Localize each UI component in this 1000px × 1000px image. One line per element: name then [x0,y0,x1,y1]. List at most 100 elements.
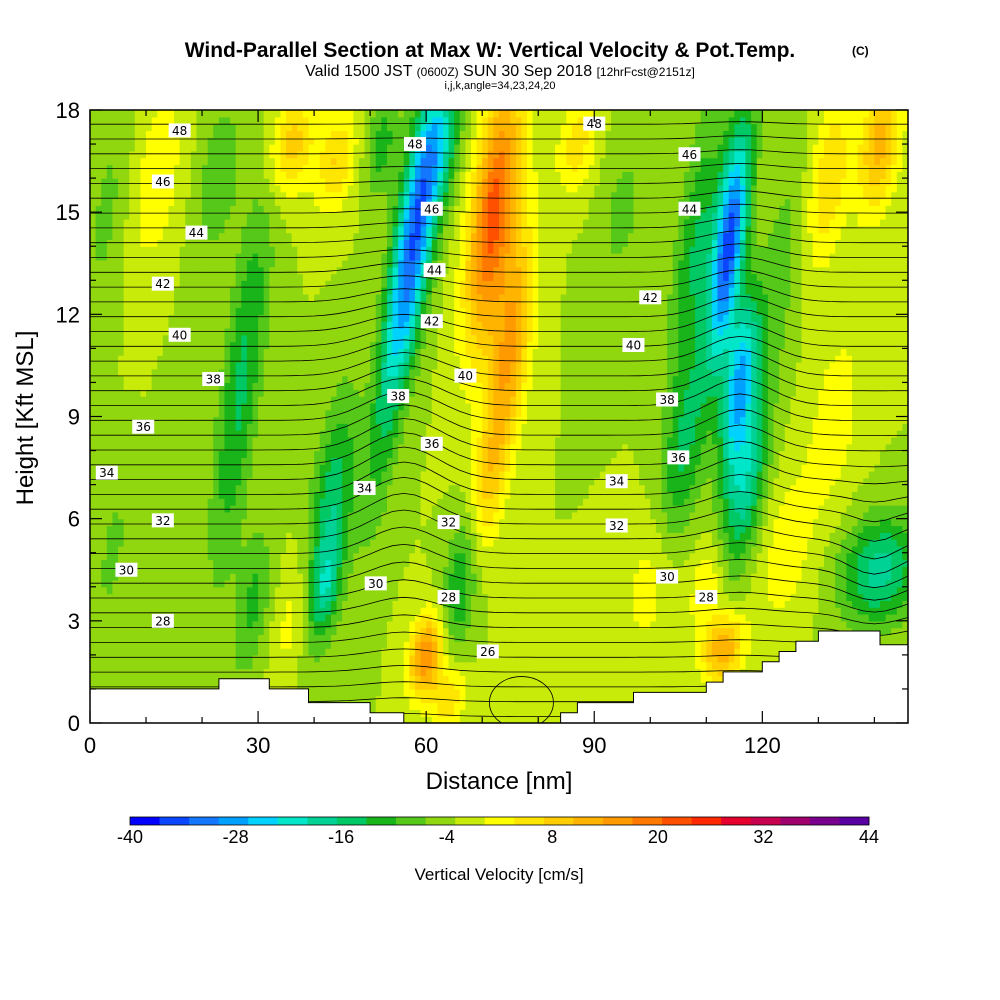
velocity-cell [767,498,775,506]
velocity-cell [571,539,579,547]
velocity-cell [336,600,343,608]
velocity-cell [252,539,259,547]
velocity-cell [476,614,483,622]
velocity-cell [280,600,287,608]
velocity-cell [790,614,797,622]
velocity-cell [129,484,136,493]
velocity-cell [246,654,254,663]
velocity-cell [409,627,416,636]
velocity-cell [616,654,623,663]
velocity-cell [314,675,321,683]
velocity-cell [235,627,242,636]
velocity-cell [146,498,153,506]
velocity-cell [470,539,478,547]
velocity-cell [751,654,758,663]
velocity-cell [146,511,153,520]
velocity-cell [594,573,601,581]
velocity-cell [835,539,842,547]
velocity-cell [118,518,125,527]
velocity-cell [555,607,562,615]
velocity-cell [218,484,226,493]
velocity-cell [493,675,500,683]
velocity-cell [381,559,388,567]
velocity-cell [409,702,416,710]
velocity-cell [482,573,489,581]
velocity-cell [739,634,747,642]
velocity-cell [297,539,304,547]
velocity-cell [431,566,438,574]
velocity-cell [835,511,842,520]
velocity-cell [353,682,360,690]
velocity-cell [196,614,203,622]
velocity-cell [213,641,220,649]
velocity-cell [583,518,590,527]
velocity-cell [437,532,444,540]
velocity-cell [627,586,635,595]
velocity-cell [325,654,332,663]
velocity-cell [140,682,147,690]
velocity-cell [846,539,853,547]
velocity-cell [297,620,304,629]
velocity-cell [375,511,382,520]
velocity-cell [375,702,382,710]
velocity-cell [487,600,494,608]
velocity-cell [644,511,651,520]
velocity-cell [879,620,887,629]
velocity-cell [442,716,450,723]
velocity-cell [308,654,315,663]
velocity-cell [605,539,612,547]
velocity-cell [566,491,573,499]
velocity-cell [521,539,528,547]
velocity-cell [851,511,859,520]
velocity-cell [902,559,908,567]
velocity-cell [711,559,719,567]
velocity-cell [235,593,242,601]
velocity-cell [829,491,836,499]
velocity-cell [336,559,343,567]
velocity-cell [342,634,349,642]
velocity-cell [95,545,102,554]
velocity-cell [549,566,556,574]
velocity-cell [263,498,270,506]
velocity-cell [639,559,646,567]
velocity-cell [386,532,394,540]
velocity-cell [364,532,371,540]
velocity-cell [549,532,556,540]
velocity-cell [560,614,567,622]
velocity-cell [151,607,158,615]
velocity-cell [454,559,461,567]
velocity-cell [207,545,214,554]
velocity-cell [258,648,265,656]
velocity-cell [739,559,747,567]
velocity-cell [896,600,903,608]
velocity-cell [263,552,270,561]
velocity-cell [627,648,635,656]
velocity-cell [386,498,394,506]
velocity-cell [409,654,416,663]
velocity-cell [655,620,663,629]
velocity-cell [291,525,298,533]
velocity-cell [179,661,186,670]
velocity-cell [358,566,366,574]
velocity-cell [330,573,338,581]
velocity-cell [431,559,438,567]
velocity-cell [314,614,321,622]
velocity-cell [779,614,786,622]
velocity-cell [190,552,198,561]
velocity-cell [325,607,332,615]
velocity-cell [230,648,237,656]
velocity-cell [611,586,618,595]
velocity-cell [454,627,461,636]
velocity-cell [291,498,298,506]
velocity-cell [291,661,298,670]
velocity-cell [414,573,422,581]
velocity-cell [442,668,450,676]
velocity-cell [330,668,338,676]
velocity-cell [280,620,287,629]
velocity-cell [605,688,612,697]
velocity-cell [319,532,326,540]
velocity-cell [566,702,573,710]
velocity-cell [381,654,388,663]
velocity-cell [218,586,226,595]
velocity-cell [364,627,371,636]
